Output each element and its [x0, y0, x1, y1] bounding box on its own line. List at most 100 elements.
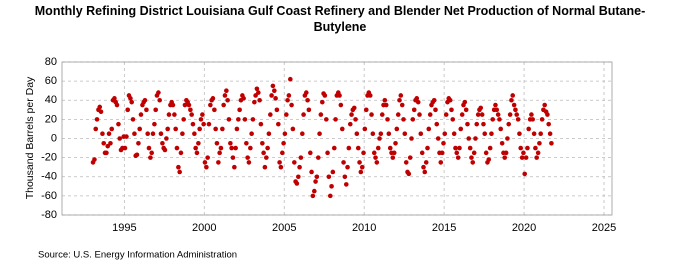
point — [330, 169, 336, 175]
point — [462, 99, 468, 105]
point — [278, 164, 284, 170]
point — [166, 112, 172, 117]
point — [507, 112, 513, 117]
point — [357, 160, 362, 165]
point — [294, 181, 300, 186]
point — [265, 145, 270, 151]
point — [514, 112, 520, 117]
point — [522, 171, 528, 177]
point — [403, 160, 409, 165]
point — [475, 112, 481, 117]
point — [234, 126, 240, 132]
point — [282, 131, 288, 137]
point — [290, 126, 296, 132]
point — [253, 93, 258, 98]
point — [309, 169, 314, 175]
point — [148, 155, 153, 160]
point — [342, 174, 348, 180]
point — [285, 97, 290, 103]
point — [180, 131, 185, 137]
point — [124, 134, 129, 139]
point — [268, 112, 273, 117]
point — [377, 136, 382, 141]
point — [423, 160, 429, 165]
point — [248, 145, 253, 151]
point — [208, 102, 213, 108]
point — [406, 171, 412, 177]
point — [470, 160, 476, 165]
y-tick-label: -40 — [41, 171, 57, 183]
point — [226, 117, 232, 122]
point — [202, 160, 208, 165]
point — [322, 93, 328, 98]
point — [296, 174, 301, 180]
point — [371, 150, 377, 156]
point — [276, 121, 281, 127]
point — [97, 104, 103, 110]
point — [257, 97, 262, 103]
point — [375, 145, 381, 151]
point — [217, 150, 222, 156]
point — [244, 140, 249, 146]
point — [114, 102, 120, 108]
point — [483, 150, 489, 156]
point — [354, 131, 360, 137]
point — [144, 107, 149, 113]
point — [270, 83, 276, 89]
point — [521, 150, 526, 156]
point — [304, 90, 309, 95]
point — [315, 155, 321, 160]
point — [256, 90, 261, 95]
x-tick-label: 2005 — [272, 222, 296, 234]
point — [417, 112, 422, 117]
point — [300, 131, 305, 137]
point — [454, 150, 460, 156]
point — [100, 131, 105, 137]
point — [325, 150, 330, 156]
point — [542, 102, 547, 108]
point — [379, 112, 385, 117]
point — [546, 121, 551, 127]
point — [181, 117, 186, 122]
point — [435, 136, 441, 141]
point — [327, 193, 333, 199]
point — [378, 131, 384, 137]
y-tick-label: 20 — [45, 113, 57, 125]
point — [434, 121, 440, 127]
point — [547, 131, 553, 137]
point — [125, 107, 131, 113]
point — [105, 143, 111, 149]
point — [213, 126, 218, 132]
point — [549, 140, 554, 146]
point — [194, 150, 200, 156]
point — [533, 145, 538, 151]
point — [145, 131, 150, 137]
x-tick-label: 1995 — [112, 222, 136, 234]
point — [511, 102, 517, 108]
point — [174, 145, 180, 151]
point — [538, 131, 543, 137]
point — [298, 155, 304, 160]
point — [164, 136, 169, 141]
point — [108, 140, 113, 146]
point — [353, 117, 358, 122]
point — [190, 121, 196, 127]
point — [232, 164, 237, 170]
point — [93, 126, 99, 132]
point — [117, 136, 123, 141]
point — [165, 126, 170, 132]
point — [260, 140, 265, 146]
point — [274, 107, 280, 113]
point — [150, 131, 156, 137]
point — [411, 107, 417, 113]
point — [301, 112, 306, 117]
point — [391, 150, 397, 156]
point — [341, 160, 346, 165]
point — [441, 140, 446, 146]
point — [449, 107, 454, 113]
point — [498, 126, 504, 132]
point — [506, 121, 512, 127]
point — [109, 126, 115, 132]
point — [410, 117, 416, 122]
